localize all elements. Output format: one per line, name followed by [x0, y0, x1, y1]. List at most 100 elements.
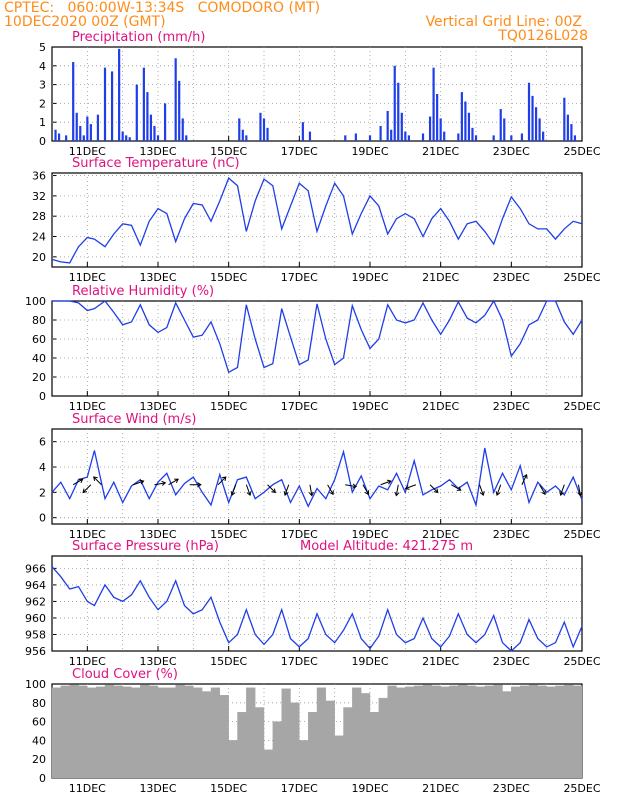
- precip-bar: [460, 92, 463, 141]
- precip-bar: [344, 135, 347, 141]
- panel-6: [51, 683, 583, 779]
- precip-bar: [146, 92, 149, 141]
- panel-frame: [51, 172, 583, 268]
- panel-title: Surface Temperature (nC): [72, 156, 240, 171]
- precip-bar: [390, 129, 393, 141]
- y-tick-label: 20: [32, 371, 46, 384]
- wind-arrow-shaft: [72, 478, 83, 486]
- y-tick-label: 2: [39, 97, 46, 110]
- wind-arrow: [539, 484, 546, 496]
- x-tick-label: 17DEC: [281, 400, 318, 413]
- wind-arrow-head: [352, 483, 358, 489]
- y-tick-label: 3: [39, 79, 46, 92]
- wind-arrow-head: [139, 479, 145, 485]
- x-tick-label: 21DEC: [422, 782, 459, 795]
- wind-arrow-shaft: [267, 484, 276, 493]
- x-tick-label: 21DEC: [422, 655, 459, 668]
- cloud-bar: [122, 686, 132, 779]
- wind-arrow-head: [329, 490, 334, 496]
- x-tick-label: 15DEC: [210, 271, 247, 284]
- cloud-bar: [369, 712, 380, 779]
- wind-arrow-head: [433, 488, 439, 494]
- precip-bar: [428, 116, 432, 141]
- wind-arrow: [429, 484, 439, 494]
- y-tick-label: 5: [39, 41, 46, 54]
- wind-arrow: [245, 484, 252, 496]
- wind-arrow: [93, 476, 102, 486]
- wind-arrow-shaft: [560, 484, 565, 496]
- series-line: [51, 447, 583, 508]
- precip-bar: [65, 135, 68, 141]
- wind-arrow-head: [495, 491, 501, 496]
- wind-arrow-head: [308, 491, 314, 497]
- wind-arrow-head: [559, 491, 565, 496]
- wind-arrow-head: [78, 478, 84, 484]
- y-tick-label: 958: [25, 628, 46, 641]
- panel-frame: [51, 428, 583, 525]
- x-tick-label: 15DEC: [210, 400, 247, 413]
- precip-bar: [75, 112, 78, 141]
- precip-bar: [520, 133, 524, 141]
- precip-bar: [400, 112, 403, 141]
- x-tick-label: 23DEC: [493, 782, 530, 795]
- precip-bar: [464, 101, 467, 141]
- precip-bar: [103, 67, 107, 141]
- precip-bar: [241, 129, 244, 141]
- wind-arrow-shaft: [577, 484, 581, 496]
- panel-title: Cloud Cover (%): [72, 667, 178, 682]
- wind-arrow-head: [522, 473, 528, 479]
- precip-bar: [432, 67, 435, 141]
- wind-arrow: [267, 484, 276, 494]
- wind-arrow-head: [479, 491, 485, 496]
- cloud-bar: [458, 684, 468, 779]
- precip-bar: [308, 131, 312, 141]
- cloud-bar: [378, 697, 388, 779]
- wind-arrow: [82, 484, 92, 494]
- x-tick-label: 19DEC: [351, 271, 388, 284]
- cloud-bar: [51, 687, 62, 779]
- cloud-bar: [360, 693, 371, 779]
- y-tick-label: 956: [25, 645, 46, 658]
- precip-bar: [421, 133, 425, 141]
- panel-title: Surface Wind (m/s): [72, 412, 196, 427]
- panel-frame: [51, 555, 583, 652]
- series-line: [51, 177, 583, 264]
- cloud-bar: [431, 685, 441, 779]
- precip-bar: [379, 125, 382, 141]
- precip-bar: [563, 97, 566, 141]
- wind-arrow-head: [246, 491, 252, 496]
- wind-arrow-shaft: [93, 476, 102, 486]
- precip-bar: [534, 107, 538, 141]
- wind-arrow-head: [161, 480, 167, 486]
- wind-arrow-shaft: [451, 484, 462, 491]
- precip-bar: [407, 135, 410, 141]
- precip-bar: [153, 125, 156, 141]
- x-tick-label: 17DEC: [281, 528, 318, 541]
- wind-arrow: [230, 484, 237, 496]
- x-tick-label: 13DEC: [139, 400, 176, 413]
- cloud-bar: [290, 702, 300, 779]
- wind-arrow-head: [93, 476, 98, 482]
- y-tick-label: 80: [32, 697, 46, 710]
- precip-bar: [474, 135, 478, 141]
- cloud-bar: [334, 735, 344, 779]
- cloud-bar: [157, 687, 168, 779]
- cloud-bar: [325, 700, 335, 779]
- cloud-bar: [475, 686, 486, 779]
- x-tick-label: 23DEC: [493, 655, 530, 668]
- x-tick-label: 13DEC: [139, 271, 176, 284]
- wind-arrow: [521, 473, 528, 485]
- wind-arrow-shaft: [395, 484, 399, 496]
- precip-bar: [142, 67, 145, 141]
- cloud-bar: [413, 685, 424, 779]
- cloud-bar: [528, 684, 539, 779]
- precip-bar: [573, 135, 577, 141]
- wind-arrow: [394, 484, 400, 497]
- wind-arrow: [577, 484, 583, 497]
- wind-arrow-shaft: [380, 480, 392, 486]
- precip-bar: [86, 116, 89, 141]
- precip-bar: [118, 48, 121, 141]
- cloud-bar: [69, 684, 79, 779]
- x-tick-label: 23DEC: [493, 271, 530, 284]
- precip-bar: [110, 71, 114, 141]
